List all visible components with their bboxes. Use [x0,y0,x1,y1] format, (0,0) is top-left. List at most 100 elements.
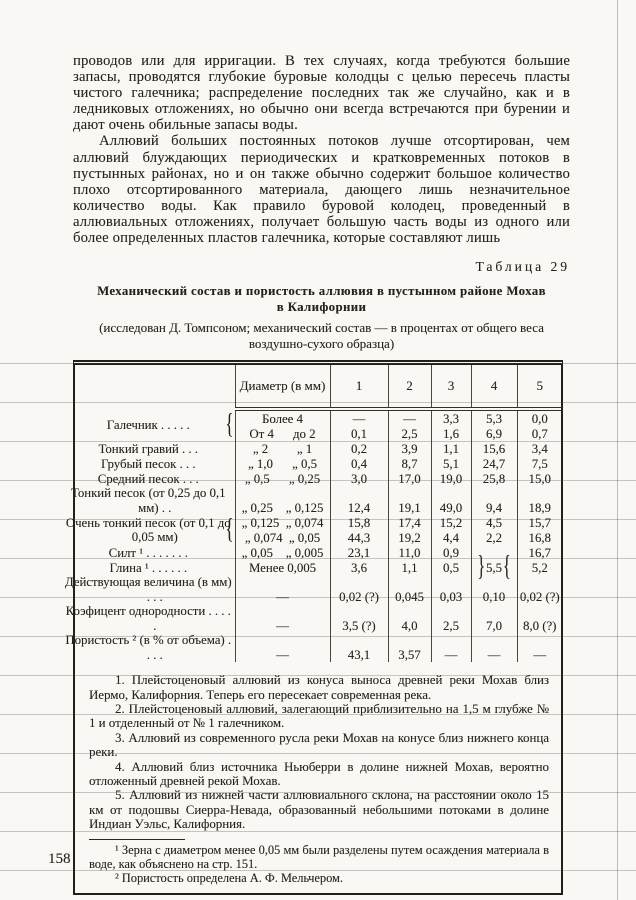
value-cell: 44,3 [330,530,389,546]
table-caption-line2: воздушно-сухого образца) [248,335,395,351]
value-cell: 19,1 [388,486,432,516]
value-cell: 3,5 (?) [330,604,389,634]
value-cell: 3,4 [531,441,548,456]
value-cell: 7,0 [471,604,518,634]
value-cell: 5,2 [531,560,548,575]
row-label-tonkiy-graviy: Тонкий гравий . . . [75,441,236,457]
brace-glyph: { [225,512,234,545]
table-row: Действующая вели­чина (в мм) . . . — 0,0… [65,575,562,605]
table-title: Механический состав и пористость аллювия… [73,284,570,315]
value-cell: 2,2 [471,530,518,546]
value-cell: 23,1 [330,545,389,561]
value-cell: 19,0 [431,471,472,487]
value-cell: 1,6 [431,426,472,442]
column-header-2: 2 [388,365,432,412]
value-cell: 4,4 [431,530,472,546]
value-cell: 18,9 [528,500,551,515]
value-cell: 8,0 (?) [523,618,557,633]
footnote-2: ² Пористость определена А. Ф. Мельчером. [115,871,343,885]
data-table: Диаметр (в мм) 1 2 3 4 5 Галечник . . . … [65,365,562,663]
value-cell: — [471,633,518,663]
diameter-cell: „ 0,5 „ 0,25 [235,471,331,487]
paragraph-1: проводов или для ирригации. В тех случая… [73,53,570,134]
value-cell: — [388,409,432,427]
brace-glyph: } [477,551,485,582]
table-row: Коэфицент однород­ности . . . . . — 3,5 … [66,604,562,634]
value-cell: — [330,409,389,427]
diameter-cell: — [235,633,331,663]
table-title-line2: в Калифорнии [276,299,367,314]
row-label-deystvuyushchaya: Действующая вели­чина (в мм) . . . [65,575,236,605]
value-cell: 16,7 [528,545,551,560]
row-label-grubyi-pesok: Грубый песок . . . [75,456,236,472]
merged-value: 5,5 [486,560,502,575]
value-cell: 25,8 [471,471,518,487]
value-cell: 0,2 [330,441,389,457]
value-cell: 2,5 [388,426,432,442]
value-cell: 0,045 [388,575,432,605]
table-row: Галечник . . . . .{ Более 4 — — 3,3 5,3 … [75,409,562,442]
row-label-glina: Глина ¹ . . . . . . [75,560,236,576]
table-row: Пористость ² (в % от объема) . . . . — 4… [65,633,562,663]
diameter-cell: „ 2 „ 1 [235,441,331,457]
row-label-text: Галечник . . . . . [106,417,190,432]
header-row: Диаметр (в мм) 1 2 3 4 5 [75,365,562,412]
table-caption-line1: (исследован Д. Томпсоном; механический с… [99,320,544,336]
value-cell: 0,5 [431,560,472,576]
row-label-koefitsient: Коэфицент однород­ности . . . . . [66,604,236,634]
footnote-separator [89,838,185,840]
value-cell: 24,7 [471,456,518,472]
value-cell: 0,1 [330,426,389,442]
diameter-cell: От 4 до 2 [235,426,331,442]
diameter-cell: „ 0,074 „ 0,05 [235,530,331,546]
row-label-ochen-tonkiy-pesok: Очень тонкий песок (от 0,1 до 0,05 мм){ [66,512,236,546]
value-cell: 15,6 [471,441,518,457]
diameter-cell: „ 1,0 „ 0,5 [235,456,331,472]
note-1: 1. Плейстоценовый аллювий из конуса выно… [89,673,549,702]
brace-glyph: { [503,551,511,582]
empty-header-cell [75,365,236,410]
value-cell: 17,0 [388,471,432,487]
value-cell: 3,6 [330,560,389,576]
value-cell: 3,57 [388,633,432,663]
value-cell: 4,5 [471,515,518,531]
table-row: Очень тонкий песок (от 0,1 до 0,05 мм){ … [66,515,562,546]
value-cell: 0,7 [531,426,548,441]
value-cell: 3,3 [431,409,472,427]
column-header-3: 3 [431,365,472,412]
value-cell: 15,2 [431,515,472,531]
row-label-galechnik: Галечник . . . . . { [75,407,236,442]
value-cell: 7,5 [531,456,548,471]
table-row: Глина ¹ . . . . . . Менее 0,005 3,6 1,1 … [75,560,562,576]
row-label-poristost: Пористость ² (в % от объема) . . . . [65,633,236,663]
column-header-1: 1 [330,365,389,412]
value-cell: 5,3 [471,409,518,427]
value-cell: 5,1 [431,456,472,472]
row-label-tonkiy-pesok: Тонкий песок (от 0,25 до 0,1 мм) . . [71,486,236,516]
note-4: 4. Аллювий близ источника Ньюберри в дол… [89,759,549,788]
table-footnotes: ¹ Зерна с диаметром менее 0,05 мм были р… [75,843,561,886]
value-cell: 8,7 [388,456,432,472]
note-3: 3. Аллювий из современного русла реки Мо… [89,730,549,760]
table-caption: (исследован Д. Томпсоном; механический с… [73,320,570,351]
diameter-cell: „ 0,25 „ 0,125 [235,486,331,516]
value-cell: 0,4 [330,456,389,472]
value-cell: 12,4 [330,486,389,516]
value-cell: 1,1 [431,441,472,457]
table-row: Силт ¹ . . . . . . . „ 0,05 „ 0,005 23,1… [75,545,562,580]
value-cell: 1,1 [388,560,432,576]
value-cell: 0,03 [431,575,472,605]
value-cell: 4,0 [388,604,432,634]
value-cell: 16,8 [528,530,551,545]
value-cell: 6,9 [471,426,518,442]
table-row: Грубый песок . . . „ 1,0 „ 0,5 0,4 8,7 5… [75,456,562,472]
value-cell: 49,0 [431,486,472,516]
footnote-1: ¹ Зерна с диаметром менее 0,05 мм были р… [89,842,549,871]
value-cell: — [533,647,547,662]
table-frame: Диаметр (в мм) 1 2 3 4 5 Галечник . . . … [65,360,563,896]
value-cell: 15,7 [528,515,551,530]
brace-glyph: { [225,407,234,440]
diameter-cell: — [235,604,331,634]
value-cell: 43,1 [330,633,389,663]
